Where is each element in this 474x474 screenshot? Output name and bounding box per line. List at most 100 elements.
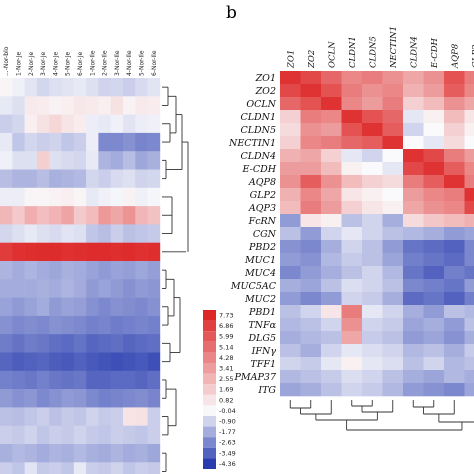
- heatmap-b-cell: [341, 162, 363, 176]
- heatmap-a-cell: [61, 151, 75, 170]
- heatmap-b-cell: [382, 84, 404, 98]
- heatmap-a-column-label: 6-Nor-Je: [77, 52, 84, 76]
- heatmap-a-cell: [0, 78, 13, 97]
- heatmap-b-cell: [464, 227, 474, 241]
- heatmap-b-cell: [300, 331, 322, 345]
- heatmap-a-cell: [86, 96, 99, 115]
- heatmap-a-cell: [110, 370, 124, 390]
- heatmap-a-cell: [0, 315, 13, 335]
- heatmap-a-cell: [73, 425, 87, 445]
- heatmap-b-cell: [403, 188, 424, 202]
- heatmap-b-cell: [444, 253, 465, 267]
- heatmap-a-cell: [24, 261, 38, 280]
- heatmap-b-cell: [382, 318, 404, 332]
- heatmap-a-cell: [24, 297, 38, 317]
- heatmap-b-cell: [464, 305, 474, 319]
- heatmap-a-column-label: 2-Nor-Je: [28, 52, 35, 76]
- heatmap-a-cell: [61, 261, 75, 280]
- heatmap-a-cell: [86, 444, 99, 463]
- heatmap-b-row-label: TNFα: [248, 320, 276, 331]
- heatmap-b-cell: [444, 123, 465, 137]
- heatmap-a-cell: [0, 352, 13, 372]
- heatmap-b-cell: [321, 227, 342, 241]
- heatmap-b-cell: [444, 344, 465, 358]
- heatmap-b-cell: [403, 331, 424, 345]
- heatmap-b-cell: [341, 383, 363, 397]
- heatmap-b-cell: [464, 201, 474, 215]
- heatmap-b-cell: [341, 175, 363, 189]
- heatmap-b-cell: [382, 266, 404, 280]
- heatmap-a-cell: [147, 315, 161, 335]
- heatmap-a-cell: [135, 315, 148, 335]
- heatmap-b-cell: [464, 175, 474, 189]
- heatmap-a-cell: [123, 279, 136, 298]
- heatmap-b-column-label: NECTIN1: [389, 26, 399, 69]
- heatmap-b-column-label: AQP8: [450, 43, 460, 69]
- heatmap-a-cell: [24, 78, 38, 97]
- heatmap-a-cell: [24, 224, 38, 243]
- heatmap-b-cell: [280, 240, 301, 254]
- heatmap-b-column-label: ZO1: [286, 50, 296, 69]
- heatmap-a-cell: [135, 389, 148, 408]
- heatmap-a-cell: [61, 352, 75, 372]
- heatmap-b-cell: [300, 84, 322, 98]
- heatmap-a-cell: [135, 78, 148, 97]
- heatmap-b-cell: [341, 305, 363, 319]
- heatmap-b-cell: [464, 188, 474, 202]
- heatmap-b-cell: [382, 344, 404, 358]
- heatmap-a-cell: [49, 151, 62, 170]
- heatmap-b-cell: [280, 357, 301, 371]
- heatmap-a-cell: [123, 206, 136, 225]
- heatmap-b-cell: [423, 201, 445, 215]
- legend-tick-label: -0.90: [219, 418, 236, 426]
- heatmap-a-cell: [110, 78, 124, 97]
- heatmap-b-cell: [382, 110, 404, 124]
- heatmap-b-row-label: AQP8: [248, 177, 276, 188]
- heatmap-a-cell: [12, 444, 25, 463]
- heatmap-b-cell: [362, 162, 383, 176]
- heatmap-a-cell: [49, 96, 62, 115]
- heatmap-b-row-label: PBD1: [248, 307, 276, 318]
- heatmap-b-cell: [300, 383, 322, 397]
- heatmap-b-cell: [300, 97, 322, 111]
- heatmap-a-cell: [12, 297, 25, 317]
- heatmap-b-row-label: MUC5AC: [230, 281, 277, 292]
- heatmap-a-cell: [86, 315, 99, 335]
- heatmap-b-cell: [403, 240, 424, 254]
- heatmap-a-cell: [123, 444, 136, 463]
- heatmap-a-cell: [24, 114, 38, 134]
- heatmap-a-cell: [135, 462, 148, 474]
- heatmap-a-cell: [36, 242, 50, 262]
- heatmap-b-cell: [464, 292, 474, 306]
- heatmap-a-cell: [24, 187, 38, 207]
- heatmap-b-cell: [403, 383, 424, 397]
- legend-swatch: [203, 310, 216, 321]
- heatmap-b-column-label: GLP2: [471, 44, 474, 68]
- heatmap-b-cell: [341, 318, 363, 332]
- heatmap-b-row-label: ZO2: [255, 86, 276, 97]
- heatmap-a-cell: [135, 206, 148, 225]
- heatmap-b-cell: [444, 175, 465, 189]
- heatmap-a-cell: [61, 206, 75, 225]
- heatmap-a-cell: [24, 206, 38, 225]
- heatmap-a-cell: [49, 78, 62, 97]
- heatmap-b-column-label: CLDN4: [409, 36, 419, 68]
- heatmap-b-cell: [423, 110, 445, 124]
- heatmap-a-cell: [36, 370, 50, 390]
- heatmap-b-cell: [464, 162, 474, 176]
- heatmap-b-row-label: FcRN: [248, 216, 277, 227]
- heatmap-b-cell: [423, 162, 445, 176]
- heatmap-a-cell: [0, 242, 13, 262]
- heatmap-b-cell: [464, 383, 474, 397]
- heatmap-b-cell: [321, 84, 342, 98]
- heatmap-a-cell: [147, 224, 161, 243]
- heatmap-b-cell: [423, 266, 445, 280]
- heatmap-a-column-label: 4-Nor-Ile: [126, 50, 133, 76]
- heatmap-a-cell: [36, 78, 50, 97]
- heatmap-a-cell: [12, 114, 25, 134]
- heatmap-b-cell: [444, 227, 465, 241]
- heatmap-a-cell: [135, 114, 148, 134]
- heatmap-b-cell: [382, 357, 404, 371]
- heatmap-b-cell: [321, 188, 342, 202]
- heatmap-a-cell: [49, 114, 62, 134]
